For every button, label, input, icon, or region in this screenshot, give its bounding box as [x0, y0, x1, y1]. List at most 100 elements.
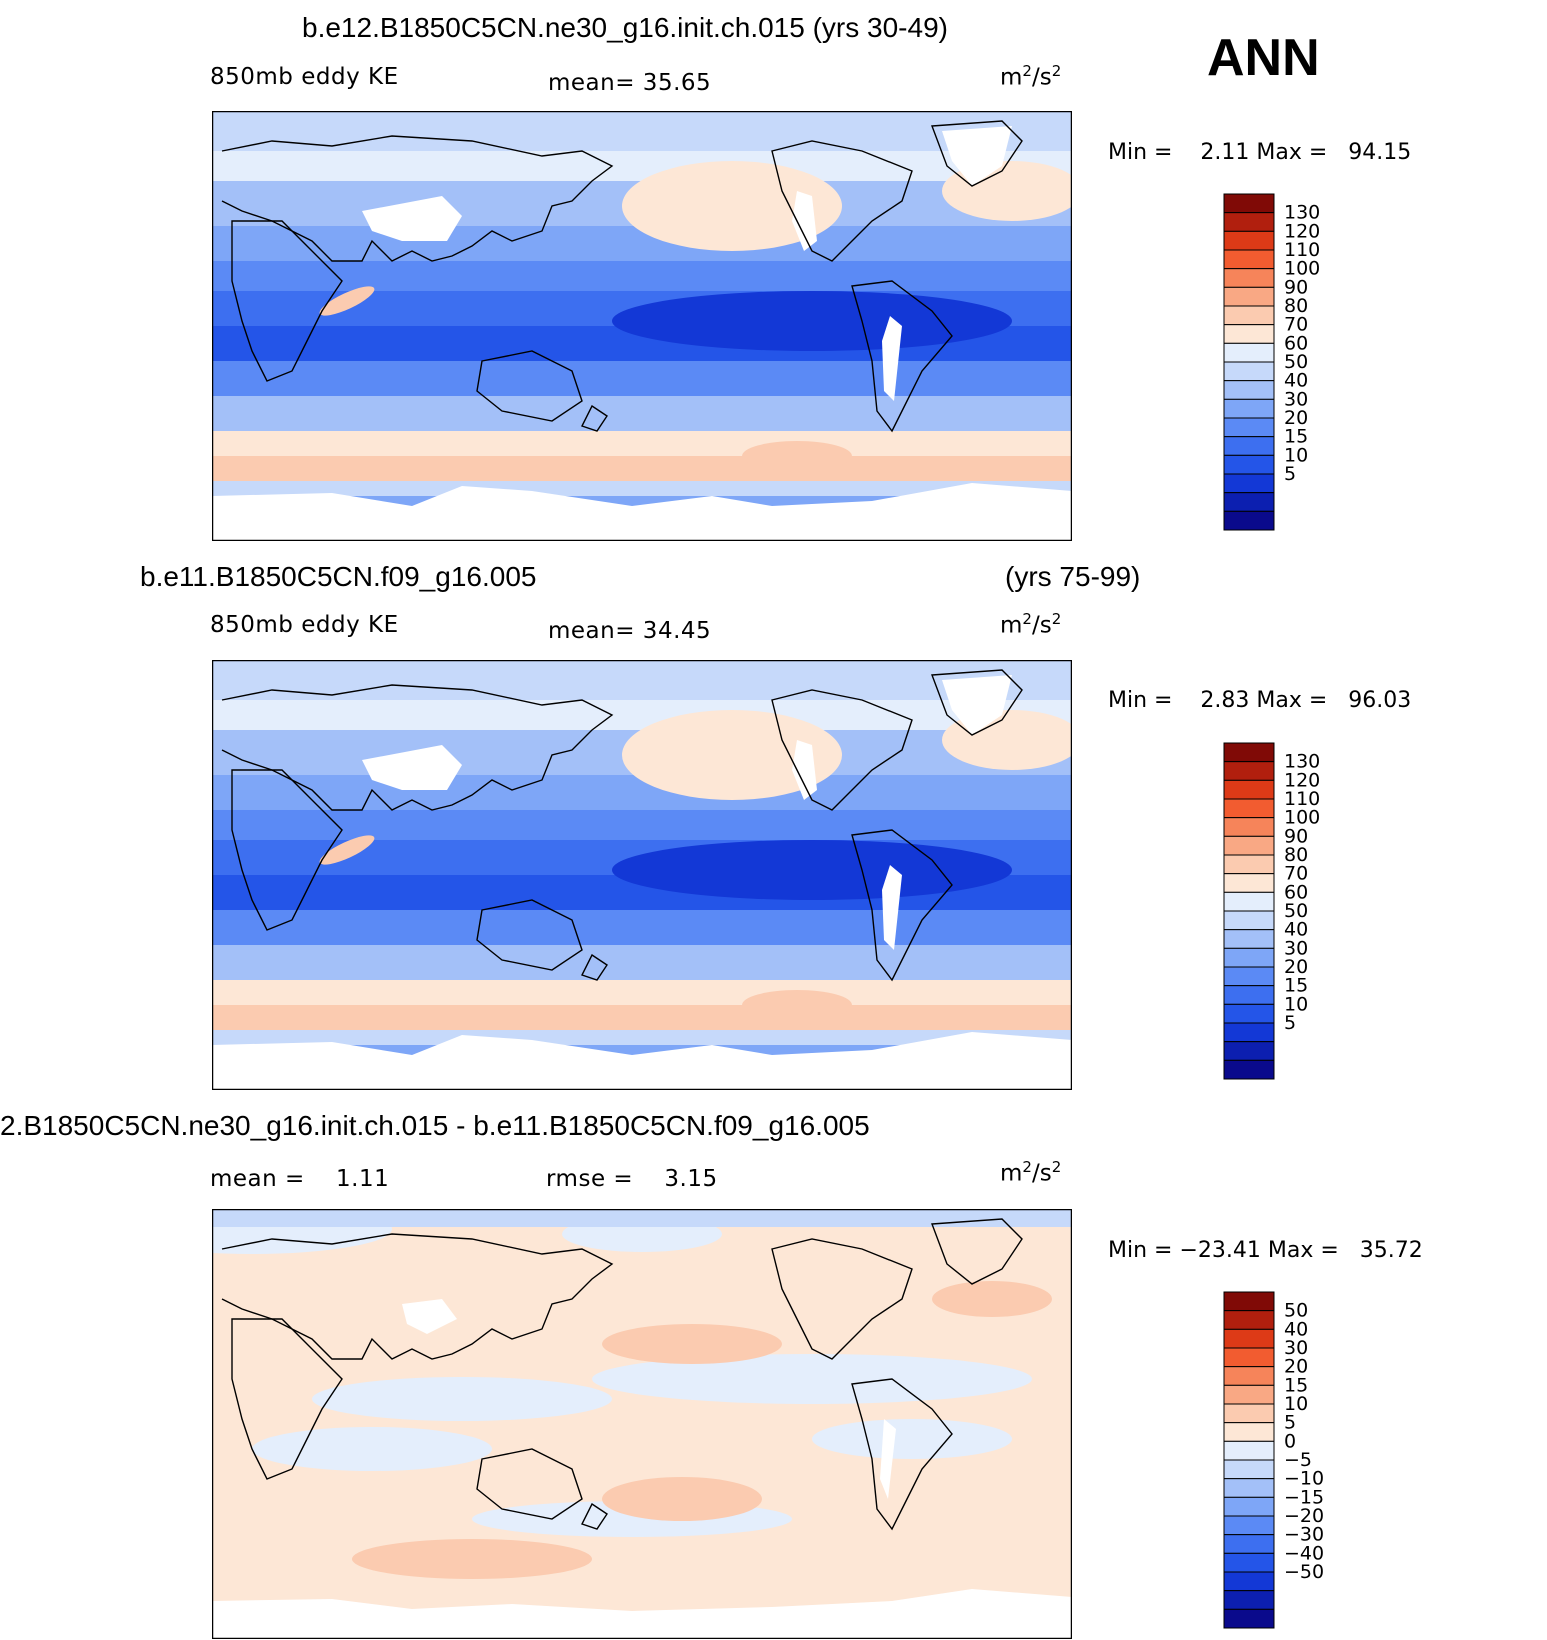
colorbar-box: [1223, 910, 1275, 931]
colorbar-tick-label: 80: [1284, 844, 1308, 866]
colorbar-tick-label: 30: [1284, 388, 1308, 410]
colorbar-tick-label: 50: [1284, 900, 1308, 922]
coastline: [221, 684, 614, 811]
colorbar-tick-label: −15: [1284, 1486, 1324, 1508]
field-band: [212, 700, 1072, 730]
field: [212, 111, 1072, 541]
colorbar-tick-label: 120: [1284, 769, 1320, 791]
coastline: [931, 669, 1023, 736]
coastline: [771, 140, 913, 262]
negative-anomaly: [312, 1377, 612, 1421]
colorbar-box: [1223, 380, 1275, 400]
colorbar-box: [1223, 1478, 1275, 1498]
field-band: [212, 1030, 1072, 1045]
colorbar-tick-label: 40: [1284, 919, 1308, 941]
colorbar-tick-label: 130: [1284, 751, 1320, 773]
panel3-units: m2/s2: [1000, 1158, 1062, 1187]
colorbar-tick-label: 5: [1284, 1012, 1296, 1034]
colorbar-tick-label: 10: [1284, 993, 1308, 1015]
colorbar-tick-label: 130: [1284, 202, 1320, 224]
field: [212, 660, 1072, 1090]
antarctica-missing: [212, 1032, 1072, 1090]
colorbar-box: [1223, 742, 1275, 763]
panel2-min-max: Min = 2.83 Max = 96.03: [1108, 688, 1412, 713]
colorbar-box: [1223, 854, 1275, 875]
arctic-band: [212, 1209, 1072, 1227]
panel1-map: [212, 111, 1072, 541]
colorbar-box: [1223, 1496, 1275, 1517]
colorbar-tick-label: 50: [1284, 351, 1308, 373]
colorbar-tick-label: 15: [1284, 975, 1308, 997]
colorbar-box: [1223, 1366, 1275, 1386]
coastline: [476, 1448, 583, 1520]
panel3-mean-label: mean = 1.11: [210, 1166, 390, 1192]
andes-missing: [882, 865, 902, 950]
colorbar-tick-label: 120: [1284, 220, 1320, 242]
rockies-missing: [792, 740, 817, 800]
colorbar-tick-label: 70: [1284, 863, 1308, 885]
colorbar-tick-label: 20: [1284, 1356, 1308, 1378]
greenland-missing: [942, 126, 1012, 186]
colorbar-tick-label: 110: [1284, 788, 1320, 810]
colorbar-box: [1223, 1608, 1275, 1629]
colorbar-box: [1223, 249, 1275, 270]
coastline: [931, 1218, 1023, 1285]
colorbar-tick-label: 40: [1284, 370, 1308, 392]
panel2-mean-label: mean= 34.45: [548, 618, 712, 644]
colorbar-tick-label: 100: [1284, 807, 1320, 829]
field-band: [212, 1005, 1072, 1030]
map-frame: [212, 111, 1072, 541]
colorbar-box: [1223, 324, 1275, 344]
colorbar-box: [1223, 947, 1275, 968]
positive-anomaly: [602, 1477, 762, 1521]
field-band: [212, 361, 1072, 396]
southern-max: [742, 990, 852, 1020]
coastline: [231, 1318, 343, 1480]
colorbar-tick-label: 80: [1284, 295, 1308, 317]
colorbar-tick-label: 70: [1284, 314, 1308, 336]
positive-anomaly: [602, 1324, 782, 1364]
colorbar-box: [1223, 1291, 1275, 1312]
colorbar-box: [1223, 779, 1275, 800]
greenland-missing: [942, 675, 1012, 735]
colorbar-box: [1223, 1440, 1275, 1461]
colorbar-tick-label: 0: [1284, 1430, 1296, 1452]
colorbar-tick-label: −5: [1284, 1449, 1312, 1471]
colorbar-tick-label: 30: [1284, 937, 1308, 959]
coastline: [221, 135, 614, 262]
colorbar-box: [1223, 1459, 1275, 1480]
field-band: [212, 456, 1072, 481]
colorbar-box: [1223, 212, 1275, 232]
colorbar-box: [1223, 1022, 1275, 1043]
coastline: [851, 280, 953, 433]
colorbar-box: [1223, 268, 1275, 288]
colorbar-box: [1223, 1347, 1275, 1368]
coastline: [931, 120, 1023, 187]
field-band: [212, 810, 1072, 840]
antarctica-missing: [212, 483, 1072, 541]
coastline: [221, 1233, 614, 1360]
colorbar-box: [1223, 510, 1275, 531]
panel1-min-max: Min = 2.11 Max = 94.15: [1108, 140, 1412, 165]
colorbar-box: [1223, 817, 1275, 837]
colorbar-box: [1223, 398, 1275, 419]
colorbar-tick-label: 110: [1284, 239, 1320, 261]
colorbar-box: [1223, 835, 1275, 856]
colorbar-tick-label: 90: [1284, 276, 1308, 298]
colorbar-box: [1223, 798, 1275, 819]
colorbar-box: [1223, 985, 1275, 1005]
colorbar-box: [1223, 1590, 1275, 1610]
colorbar-box: [1223, 873, 1275, 893]
panel3-title: 2.B1850C5CN.ne30_g16.init.ch.015 - b.e11…: [0, 1110, 870, 1141]
colorbar-box: [1223, 473, 1275, 494]
colorbar-box: [1223, 417, 1275, 438]
colorbar-tick-label: 20: [1284, 407, 1308, 429]
colorbar-box: [1223, 1534, 1275, 1554]
colorbar-box: [1223, 1552, 1275, 1573]
colorbar-box: [1223, 929, 1275, 949]
andes-missing: [882, 316, 902, 401]
panel2-map: [212, 660, 1072, 1090]
colorbar-box: [1223, 230, 1275, 251]
andes-missing: [880, 1419, 896, 1499]
